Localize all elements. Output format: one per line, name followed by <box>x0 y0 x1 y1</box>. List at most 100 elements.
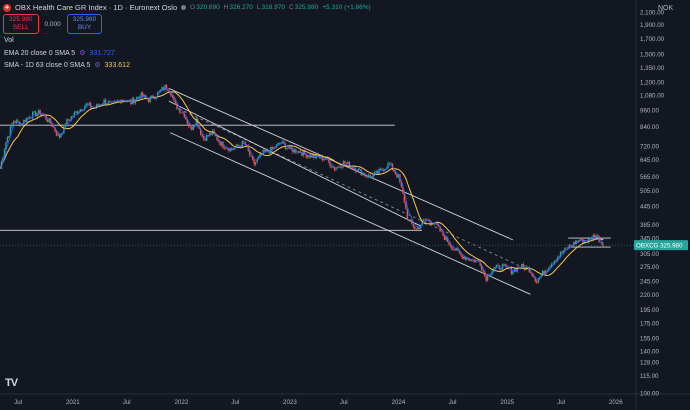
candle-body <box>8 136 10 138</box>
candle-body <box>229 148 232 152</box>
candle-body <box>176 103 178 110</box>
candle-body <box>286 148 288 149</box>
ema-settings-icon[interactable]: ⚙ <box>79 50 86 57</box>
candle-body <box>433 223 435 225</box>
price-tick-label: 385.00 <box>640 222 659 229</box>
candle-body <box>448 242 450 245</box>
candle-body <box>568 244 571 249</box>
candle-body <box>204 139 206 141</box>
price-tick-label: 220.00 <box>640 292 659 299</box>
candle-body <box>15 120 18 123</box>
price-tick-label: 175.00 <box>640 320 659 327</box>
last-price-marker <box>634 240 688 251</box>
candle-body <box>559 252 562 257</box>
candle-body <box>573 241 575 246</box>
candle-body <box>333 166 336 171</box>
candle-body <box>443 235 446 240</box>
candle-body <box>375 171 377 173</box>
candle-body <box>40 114 43 115</box>
price-tick-label: 1,080.00 <box>640 93 665 100</box>
tradingview-logo-icon[interactable]: TV <box>5 377 18 389</box>
candle-body <box>372 175 374 179</box>
candle-body <box>405 202 407 209</box>
candle-body <box>324 159 327 160</box>
candle-body <box>277 142 279 145</box>
candle-body <box>189 126 191 128</box>
market-status-icon <box>181 5 187 10</box>
candle-body <box>140 92 142 99</box>
candle-body <box>458 250 461 253</box>
ema-indicator[interactable]: EMA 20 close 0 SMA 5 ⚙ 331.727 <box>4 49 115 58</box>
candle-body <box>553 260 556 264</box>
volume-indicator[interactable]: Vol <box>4 37 14 44</box>
candle-body <box>210 133 212 135</box>
candle-body <box>52 127 55 128</box>
candle-body <box>186 119 189 124</box>
candle-body <box>51 123 53 128</box>
trade-buttons: 325.980 SELL 0.000 325.980 BUY <box>3 14 103 34</box>
candle-body <box>412 223 414 227</box>
candle-body <box>150 95 153 98</box>
last-price-label: OBXCG 325.980 <box>636 243 683 250</box>
candle-body <box>425 219 428 221</box>
candle-body <box>91 107 93 109</box>
candle-body <box>73 112 76 117</box>
candle-body <box>558 256 560 258</box>
candle-body <box>81 109 83 111</box>
candle-body <box>262 149 264 154</box>
candle-body <box>486 274 489 281</box>
price-tick-label: 1,200.00 <box>640 80 665 87</box>
candle-body <box>561 252 563 253</box>
candle-body <box>452 249 455 250</box>
candle-body <box>85 103 87 107</box>
candle-body <box>533 276 535 278</box>
candle-body <box>494 267 496 270</box>
candle-body <box>393 169 395 172</box>
currency-label[interactable]: NOK <box>658 5 674 12</box>
candle-body <box>463 256 465 259</box>
candle-body <box>185 117 187 120</box>
candle-body <box>252 156 254 161</box>
candle-body <box>461 254 464 259</box>
price-tick-label: 720.00 <box>640 143 659 150</box>
time-tick-label: Jul <box>340 399 348 406</box>
candle-body <box>469 259 471 261</box>
symbol-title[interactable]: OBX Health Care GR Index · 1D · Euronext… <box>15 3 178 12</box>
candle-body <box>305 153 307 158</box>
candle-body <box>12 121 15 125</box>
candle-body <box>253 160 255 165</box>
sma-indicator[interactable]: SMA - 1D 63 close 0 SMA 5 ⚙ 333.612 <box>4 61 130 70</box>
candle-body <box>180 112 183 114</box>
candle-body <box>106 103 108 105</box>
candle-body <box>222 142 224 148</box>
candle-body <box>400 182 403 188</box>
candle-body <box>87 103 89 105</box>
sma-label: SMA - 1D 63 close 0 SMA 5 <box>4 61 91 69</box>
sell-label: SELL <box>12 24 29 31</box>
candle-body <box>165 84 168 89</box>
candle-body <box>103 99 105 104</box>
candle-body <box>174 99 177 104</box>
ohlc-low-label: L <box>256 4 261 11</box>
candle-body <box>421 220 423 226</box>
candle-body <box>365 175 367 177</box>
candle-body <box>162 87 165 91</box>
candle-body <box>237 144 239 146</box>
candle-body <box>518 267 520 269</box>
candle-body <box>498 265 501 270</box>
time-tick-label: Jul <box>14 399 22 406</box>
buy-button[interactable]: 325.980 BUY <box>66 14 103 34</box>
candle-body <box>217 140 220 142</box>
candle-body <box>574 241 577 244</box>
ohlc-close-label: C <box>289 4 294 11</box>
ohlc-high-value: 326.270 <box>229 4 253 11</box>
candle-body <box>265 149 267 152</box>
sell-button[interactable]: 325.980 SELL <box>3 14 39 34</box>
sma-settings-icon[interactable]: ⚙ <box>94 62 101 69</box>
candle-body <box>6 137 9 143</box>
candle-body <box>66 119 68 126</box>
candle-body <box>198 126 200 129</box>
candle-body <box>5 142 7 150</box>
